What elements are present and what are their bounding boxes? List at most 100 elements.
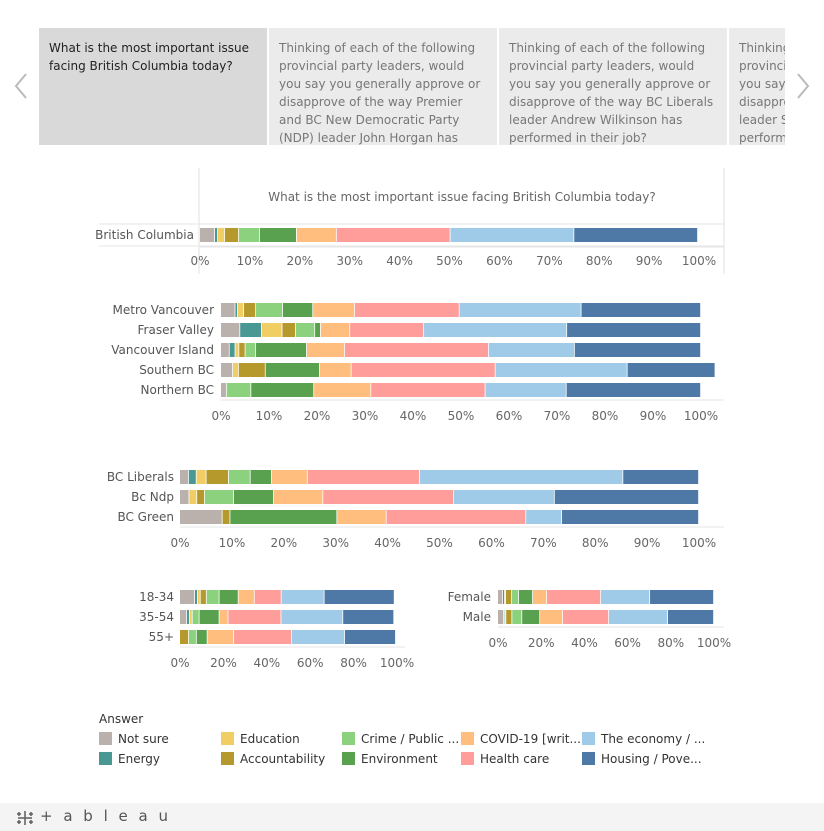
bar-segment[interactable] xyxy=(623,470,699,484)
bar-segment[interactable] xyxy=(197,490,205,504)
bar-segment[interactable] xyxy=(221,323,240,337)
legend-item[interactable]: Education xyxy=(221,732,300,746)
bar-segment[interactable] xyxy=(512,590,519,604)
bar-segment[interactable] xyxy=(238,590,254,604)
legend-item[interactable]: Environment xyxy=(342,752,438,766)
bar-segment[interactable] xyxy=(240,323,261,337)
bar-segment[interactable] xyxy=(566,383,701,397)
bar-segment[interactable] xyxy=(180,490,189,504)
bar-segment[interactable] xyxy=(188,630,196,644)
bar-segment[interactable] xyxy=(295,323,315,337)
bar-segment[interactable] xyxy=(196,470,206,484)
bar-segment[interactable] xyxy=(221,363,233,377)
bar-segment[interactable] xyxy=(256,303,283,317)
bar-segment[interactable] xyxy=(224,228,239,242)
bar-segment[interactable] xyxy=(221,303,235,317)
bar-segment[interactable] xyxy=(180,590,195,604)
bar-segment[interactable] xyxy=(233,490,274,504)
bar-segment[interactable] xyxy=(180,610,187,624)
legend-item[interactable]: Crime / Public ... xyxy=(342,732,459,746)
bar-segment[interactable] xyxy=(238,363,265,377)
bar-segment[interactable] xyxy=(386,510,526,524)
bar-segment[interactable] xyxy=(291,630,345,644)
prev-arrow[interactable] xyxy=(14,72,28,100)
bar-segment[interactable] xyxy=(350,323,424,337)
bar-segment[interactable] xyxy=(505,590,512,604)
bar-segment[interactable] xyxy=(424,323,567,337)
bar-segment[interactable] xyxy=(261,323,282,337)
bar-segment[interactable] xyxy=(320,323,350,337)
bar-segment[interactable] xyxy=(217,228,225,242)
bar-segment[interactable] xyxy=(547,590,601,604)
bar-segment[interactable] xyxy=(485,383,566,397)
bar-segment[interactable] xyxy=(221,383,226,397)
bar-segment[interactable] xyxy=(186,610,189,624)
bar-segment[interactable] xyxy=(281,590,324,604)
bar-segment[interactable] xyxy=(354,303,459,317)
legend-item[interactable]: The economy / ... xyxy=(582,732,705,746)
bar-segment[interactable] xyxy=(336,228,450,242)
bar-segment[interactable] xyxy=(459,303,581,317)
bar-segment[interactable] xyxy=(207,630,234,644)
bar-segment[interactable] xyxy=(194,590,197,604)
tab-question-4[interactable]: Thinking of each of the following provin… xyxy=(729,28,785,145)
bar-segment[interactable] xyxy=(282,303,313,317)
bar-segment[interactable] xyxy=(238,228,260,242)
bar-segment[interactable] xyxy=(609,610,668,624)
bar-segment[interactable] xyxy=(221,343,229,357)
bar-segment[interactable] xyxy=(307,470,419,484)
bar-segment[interactable] xyxy=(233,363,238,377)
bar-segment[interactable] xyxy=(239,343,245,357)
bar-segment[interactable] xyxy=(343,610,394,624)
bar-segment[interactable] xyxy=(324,590,394,604)
bar-segment[interactable] xyxy=(512,610,522,624)
bar-segment[interactable] xyxy=(561,510,699,524)
bar-segment[interactable] xyxy=(419,470,623,484)
legend-item[interactable]: Energy xyxy=(99,752,160,766)
bar-segment[interactable] xyxy=(526,510,562,524)
bar-segment[interactable] xyxy=(237,303,244,317)
bar-segment[interactable] xyxy=(226,383,251,397)
bar-segment[interactable] xyxy=(199,610,219,624)
bar-segment[interactable] xyxy=(282,323,296,337)
bar-segment[interactable] xyxy=(502,590,505,604)
legend-item[interactable]: Not sure xyxy=(99,732,169,746)
next-arrow[interactable] xyxy=(796,72,810,100)
bar-segment[interactable] xyxy=(189,610,192,624)
tableau-brand[interactable]: + a b l e a u xyxy=(40,807,171,825)
bar-segment[interactable] xyxy=(540,610,563,624)
bar-segment[interactable] xyxy=(488,343,574,357)
bar-segment[interactable] xyxy=(265,363,320,377)
bar-segment[interactable] xyxy=(222,510,230,524)
bar-segment[interactable] xyxy=(206,590,219,604)
bar-segment[interactable] xyxy=(180,470,189,484)
bar-segment[interactable] xyxy=(214,228,218,242)
bar-segment[interactable] xyxy=(554,490,699,504)
tab-question-1[interactable]: What is the most important issue facing … xyxy=(39,28,267,145)
bar-segment[interactable] xyxy=(281,610,343,624)
bar-segment[interactable] xyxy=(601,590,650,604)
bar-segment[interactable] xyxy=(180,630,189,644)
bar-segment[interactable] xyxy=(180,510,222,524)
bar-segment[interactable] xyxy=(319,363,351,377)
bar-segment[interactable] xyxy=(337,510,386,524)
bar-segment[interactable] xyxy=(254,590,281,604)
bar-segment[interactable] xyxy=(235,343,239,357)
bar-segment[interactable] xyxy=(200,590,206,604)
bar-segment[interactable] xyxy=(581,303,701,317)
bar-segment[interactable] xyxy=(351,363,495,377)
bar-segment[interactable] xyxy=(245,343,256,357)
bar-segment[interactable] xyxy=(251,383,314,397)
bar-segment[interactable] xyxy=(532,590,547,604)
bar-segment[interactable] xyxy=(228,470,250,484)
bar-segment[interactable] xyxy=(323,490,454,504)
bar-segment[interactable] xyxy=(574,228,698,242)
legend-item[interactable]: Accountability xyxy=(221,752,325,766)
bar-segment[interactable] xyxy=(271,470,307,484)
bar-segment[interactable] xyxy=(250,470,272,484)
bar-segment[interactable] xyxy=(574,343,701,357)
bar-segment[interactable] xyxy=(315,323,321,337)
bar-segment[interactable] xyxy=(229,343,235,357)
bar-segment[interactable] xyxy=(196,630,207,644)
bar-segment[interactable] xyxy=(313,303,355,317)
